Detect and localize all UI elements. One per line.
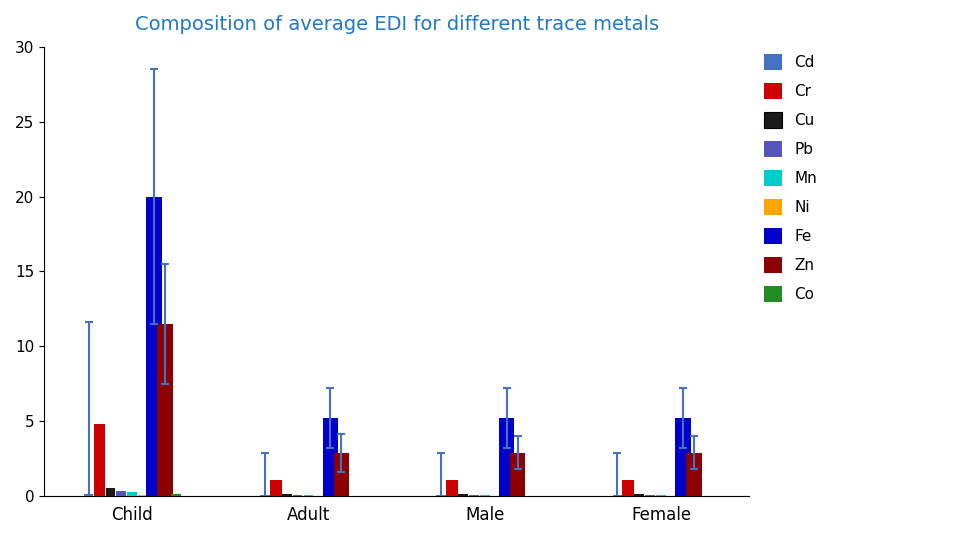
- Bar: [146, 197, 162, 496]
- Bar: [270, 480, 281, 496]
- Bar: [334, 453, 349, 496]
- Bar: [676, 418, 691, 496]
- Bar: [105, 488, 115, 496]
- Legend: Cd, Cr, Cu, Pb, Mn, Ni, Fe, Zn, Co: Cd, Cr, Cu, Pb, Mn, Ni, Fe, Zn, Co: [764, 54, 817, 302]
- Bar: [612, 495, 622, 496]
- Bar: [645, 495, 655, 496]
- Bar: [127, 492, 137, 496]
- Bar: [622, 480, 634, 496]
- Bar: [657, 495, 666, 496]
- Bar: [83, 494, 94, 496]
- Bar: [634, 494, 644, 496]
- Bar: [281, 494, 292, 496]
- Bar: [686, 453, 701, 496]
- Bar: [469, 495, 478, 496]
- Bar: [139, 495, 148, 496]
- Bar: [293, 495, 302, 496]
- Bar: [117, 492, 126, 496]
- Bar: [446, 480, 457, 496]
- Title: Composition of average EDI for different trace metals: Composition of average EDI for different…: [135, 15, 658, 34]
- Bar: [171, 494, 181, 496]
- Bar: [510, 453, 525, 496]
- Bar: [303, 495, 313, 496]
- Bar: [499, 418, 515, 496]
- Bar: [323, 418, 338, 496]
- Bar: [94, 424, 105, 496]
- Bar: [260, 495, 270, 496]
- Bar: [436, 495, 446, 496]
- Bar: [157, 324, 173, 496]
- Bar: [458, 494, 468, 496]
- Bar: [480, 495, 490, 496]
